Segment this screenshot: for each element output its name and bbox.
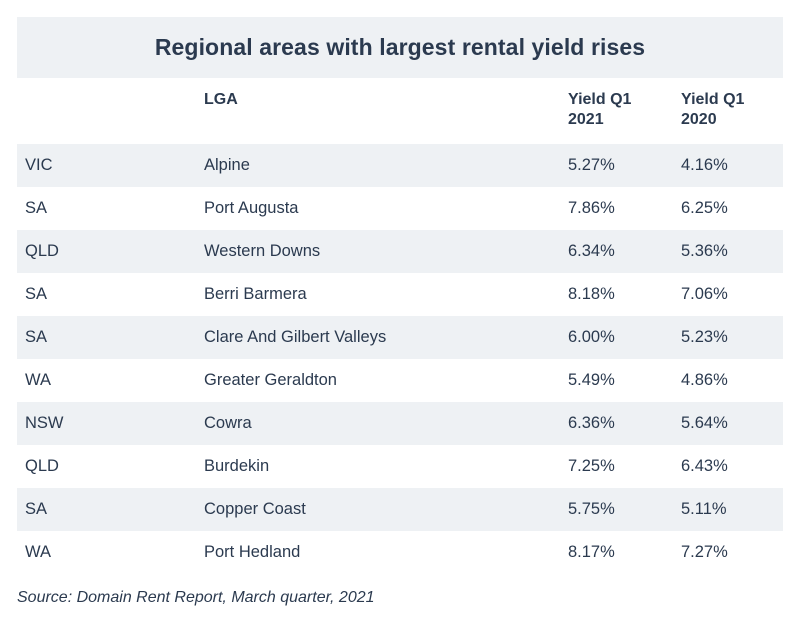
table-row: SA Port Augusta 7.86% 6.25% xyxy=(17,187,783,230)
table-title: Regional areas with largest rental yield… xyxy=(154,34,646,60)
table-row: SA Clare And Gilbert Valleys 6.00% 5.23% xyxy=(17,316,783,359)
table-row: SA Copper Coast 5.75% 5.11% xyxy=(17,488,783,531)
cell-state: QLD xyxy=(25,242,59,260)
table-row: VIC Alpine 5.27% 4.16% xyxy=(17,144,783,187)
rental-yield-table: Regional areas with largest rental yield… xyxy=(17,17,783,574)
cell-yield-2021: 5.27% xyxy=(568,156,615,174)
cell-yield-2021: 8.17% xyxy=(568,543,615,561)
cell-yield-2020: 5.64% xyxy=(681,414,728,432)
cell-lga: Port Hedland xyxy=(204,543,301,561)
header-yield-2021: Yield Q1 2021 xyxy=(568,90,681,130)
header-yield-2020: Yield Q1 2020 xyxy=(681,90,783,130)
cell-yield-2020: 5.23% xyxy=(681,328,728,346)
cell-lga: Clare And Gilbert Valleys xyxy=(204,328,387,346)
cell-yield-2020: 4.16% xyxy=(681,156,728,174)
cell-state: QLD xyxy=(25,457,59,475)
cell-yield-2021: 7.86% xyxy=(568,199,615,217)
cell-lga: Greater Geraldton xyxy=(204,371,337,389)
cell-yield-2021: 8.18% xyxy=(568,285,615,303)
cell-yield-2021: 5.49% xyxy=(568,371,615,389)
header-yield-2020-line2: 2020 xyxy=(681,111,717,128)
header-lga: LGA xyxy=(204,91,238,108)
cell-state: NSW xyxy=(25,414,64,432)
table-row: NSW Cowra 6.36% 5.64% xyxy=(17,402,783,445)
cell-state: WA xyxy=(25,543,51,561)
cell-state: SA xyxy=(25,199,48,217)
table-row: QLD Burdekin 7.25% 6.43% xyxy=(17,445,783,488)
header-yield-2021-line2: 2021 xyxy=(568,111,604,128)
header-yield-2021-line1: Yield Q1 xyxy=(568,91,632,108)
cell-yield-2020: 6.25% xyxy=(681,199,728,217)
cell-state: VIC xyxy=(25,156,53,174)
cell-lga: Cowra xyxy=(204,414,252,432)
cell-yield-2021: 6.36% xyxy=(568,414,615,432)
table-row: QLD Western Downs 6.34% 5.36% xyxy=(17,230,783,273)
cell-lga: Western Downs xyxy=(204,242,321,260)
cell-yield-2020: 5.36% xyxy=(681,242,728,260)
table-row: WA Port Hedland 8.17% 7.27% xyxy=(17,531,783,574)
table-header-row: LGA Yield Q1 2021 Yield Q1 2020 xyxy=(17,78,783,144)
cell-state: WA xyxy=(25,371,51,389)
cell-yield-2020: 6.43% xyxy=(681,457,728,475)
cell-lga: Burdekin xyxy=(204,457,270,475)
cell-state: SA xyxy=(25,500,48,518)
header-yield-2020-line1: Yield Q1 xyxy=(681,91,745,108)
source-note: Source: Domain Rent Report, March quarte… xyxy=(17,589,375,606)
cell-yield-2020: 4.86% xyxy=(681,371,728,389)
cell-lga: Berri Barmera xyxy=(204,285,307,303)
cell-yield-2021: 5.75% xyxy=(568,500,615,518)
cell-yield-2020: 5.11% xyxy=(681,500,727,518)
cell-yield-2020: 7.27% xyxy=(681,543,728,561)
table-row: WA Greater Geraldton 5.49% 4.86% xyxy=(17,359,783,402)
cell-yield-2021: 6.00% xyxy=(568,328,615,346)
table-body: VIC Alpine 5.27% 4.16% SA Port Augusta 7… xyxy=(17,144,783,574)
cell-lga: Port Augusta xyxy=(204,199,299,217)
cell-yield-2021: 7.25% xyxy=(568,457,615,475)
table-row: SA Berri Barmera 8.18% 7.06% xyxy=(17,273,783,316)
cell-lga: Alpine xyxy=(204,156,250,174)
cell-yield-2020: 7.06% xyxy=(681,285,728,303)
table-title-bar: Regional areas with largest rental yield… xyxy=(17,17,783,78)
cell-state: SA xyxy=(25,285,48,303)
cell-state: SA xyxy=(25,328,48,346)
cell-yield-2021: 6.34% xyxy=(568,242,615,260)
cell-lga: Copper Coast xyxy=(204,500,306,518)
